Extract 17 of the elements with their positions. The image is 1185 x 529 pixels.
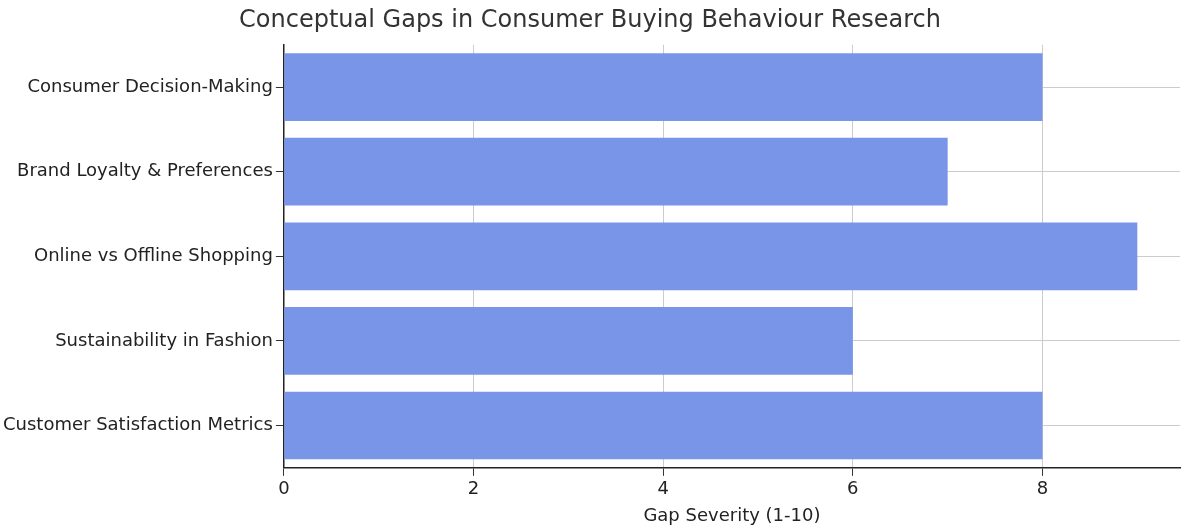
x-tick-label: 8 [1036,477,1049,499]
x-axis-title: Gap Severity (1-10) [643,503,821,525]
bar [284,53,1043,121]
chart-title: Conceptual Gaps in Consumer Buying Behaviour Research [239,4,941,33]
bar [284,307,853,375]
y-tick-label: Consumer Decision-Making [27,74,273,96]
x-tick-label: 4 [657,477,669,499]
x-tick-label: 6 [847,477,859,499]
x-tick-label: 2 [467,477,480,499]
bar [284,391,1043,460]
y-tick-label: Customer Satisfaction Metrics [2,413,273,435]
bar [284,222,1138,291]
y-tick-label: Online vs Offline Shopping [34,243,273,265]
y-tick-label: Brand Loyalty & Preferences [17,159,273,181]
bar [284,137,948,206]
x-tick-label: 0 [278,477,290,499]
y-tick-label: Sustainability in Fashion [55,328,273,350]
